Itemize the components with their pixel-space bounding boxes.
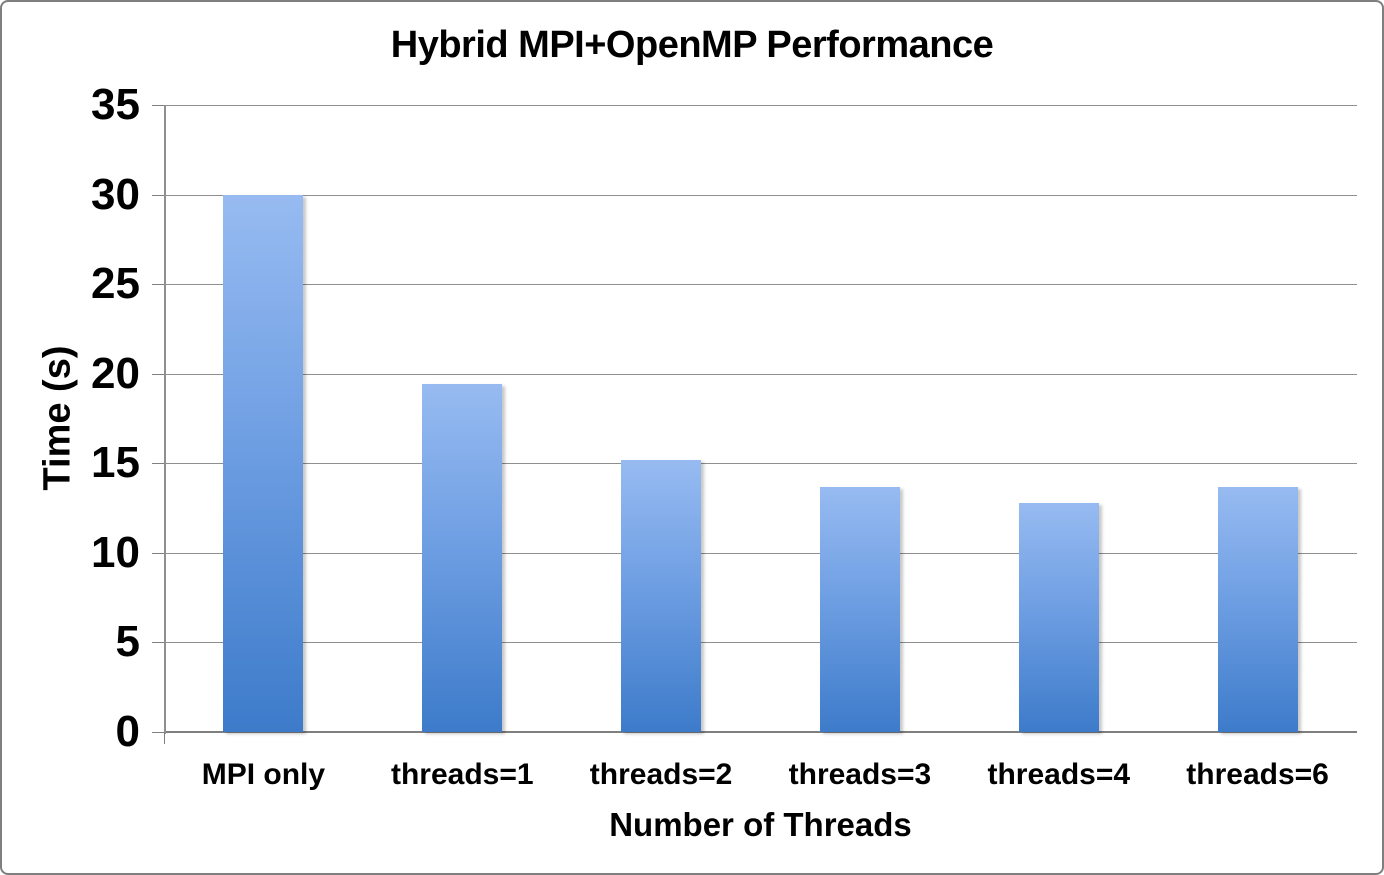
gridline-y-35 [164,105,1357,106]
gridline-y-30 [164,194,1357,196]
y-tick-label-35: 35 [91,80,140,129]
y-axis-title: Time (s) [36,345,79,491]
y-tick-10 [152,552,165,554]
bar-threads-1 [422,384,503,732]
bar-threads-6 [1217,486,1298,732]
y-tick-0 [152,732,165,733]
y-tick-5 [152,642,165,644]
y-tick-label-25: 25 [91,259,140,309]
y-tick-20 [152,373,165,375]
y-tick-label-10: 10 [91,527,140,577]
x-axis-origin-tick [164,732,165,744]
y-tick-35 [152,105,165,106]
y-tick-label-15: 15 [91,438,140,488]
bar-threads-2 [621,459,702,732]
gridline-y-25 [164,284,1357,286]
x-category-label-3: threads=3 [788,758,932,791]
x-category-label-4: threads=4 [987,758,1131,791]
gridline-y-5 [164,642,1357,644]
y-tick-label-0: 0 [115,707,140,756]
x-category-label-0: MPI only [201,758,326,791]
x-category-label-5: threads=6 [1186,758,1329,791]
y-tick-label-5: 5 [115,617,140,667]
y-tick-25 [152,284,165,286]
y-tick-label-30: 30 [91,169,140,219]
x-category-label-1: threads=1 [390,758,534,791]
x-axis-title: Number of Threads [609,806,912,843]
gridline-y-20 [164,373,1357,375]
gridline-y-15 [164,463,1357,465]
gridline-y-10 [164,552,1357,554]
y-tick-15 [152,463,165,465]
bar-threads-3 [819,486,900,732]
bar-threads-4 [1018,502,1099,732]
chart-title: Hybrid MPI+OpenMP Performance [390,24,994,66]
y-axis-line [164,105,166,734]
y-tick-30 [152,194,165,196]
x-category-label-2: threads=2 [589,758,733,791]
y-tick-label-20: 20 [91,348,140,398]
bar-mpi-only [223,194,304,732]
x-axis-line [164,731,1357,733]
